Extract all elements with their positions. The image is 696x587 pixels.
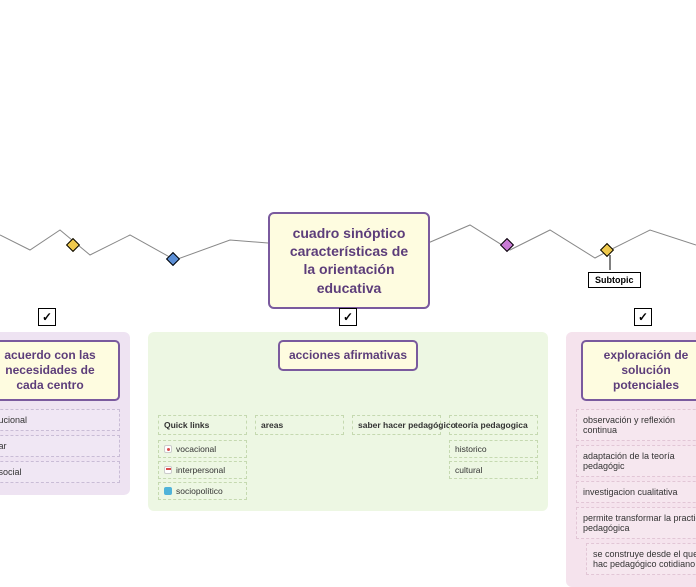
list-item[interactable]: icosocial [0,461,120,483]
list-item[interactable]: stitucional [0,409,120,431]
list-item[interactable]: adaptación de la teoría pedagógic [576,445,696,477]
diamond-marker [600,243,614,257]
social-icon [164,487,172,495]
panel-left: acuerdo con las necesidades de cada cent… [0,332,130,495]
root-title: cuadro sinóptico características de la o… [290,225,408,296]
list-item[interactable]: sociopolítico [158,482,247,500]
column-head[interactable]: saber hacer pedagógico [352,415,441,435]
panel-center-title[interactable]: acciones afirmativas [278,340,418,371]
calendar-icon [164,466,172,474]
panel-left-title[interactable]: acuerdo con las necesidades de cada cent… [0,340,120,401]
list-item[interactable]: interpersonal [158,461,247,479]
check-icon: ✓ [38,308,56,326]
column-head[interactable]: areas [255,415,344,435]
list-item[interactable]: vocacional [158,440,247,458]
panel-right-title[interactable]: exploración de solución potenciales [581,340,696,401]
list-item[interactable]: investigacion cualitativa [576,481,696,503]
column-head[interactable]: Quick links [158,415,247,435]
subtopic-label[interactable]: Subtopic [588,272,641,288]
list-item[interactable]: observación y reflexión continua [576,409,696,441]
check-icon: ✓ [634,308,652,326]
panel-center: acciones afirmativas Quick links vocacio… [148,332,548,511]
root-node[interactable]: cuadro sinóptico características de la o… [268,212,430,309]
list-item[interactable]: historico [449,440,538,458]
panel-right: exploración de solución potenciales obse… [566,332,696,587]
diamond-marker [166,252,180,266]
check-icon: ✓ [339,308,357,326]
list-item[interactable]: cultural [449,461,538,479]
list-item[interactable]: colar [0,435,120,457]
list-item[interactable]: se construye desde el que hac pedagógico… [586,543,696,575]
diamond-marker [66,238,80,252]
column-head[interactable]: teoría pedagogica [449,415,538,435]
diamond-marker [500,238,514,252]
list-item[interactable]: permite transformar la practica pedagógi… [576,507,696,539]
pin-icon [164,445,172,453]
